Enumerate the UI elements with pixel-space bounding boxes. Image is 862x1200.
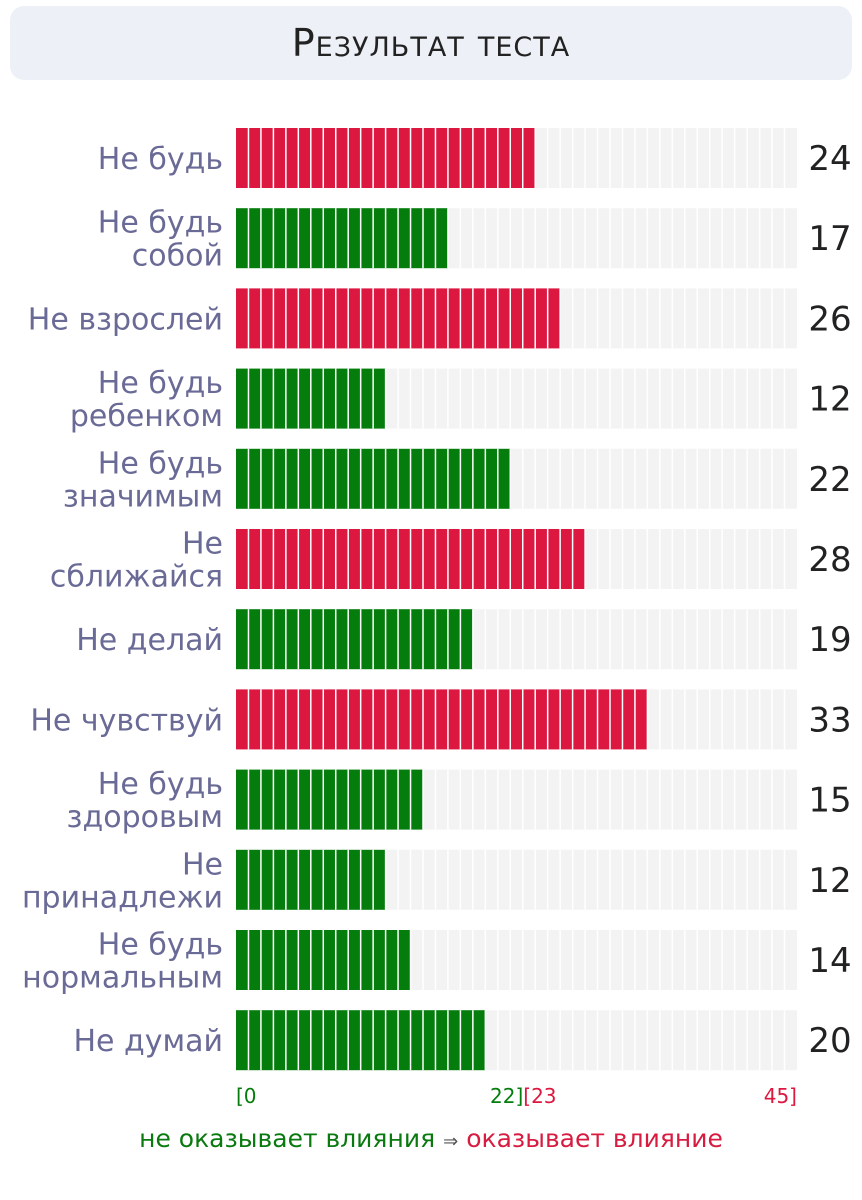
- value-label: 28: [808, 540, 851, 580]
- bar: [236, 609, 473, 670]
- value-label: 33: [808, 700, 851, 740]
- category-label: Не будь ребенком: [70, 366, 223, 434]
- scale-label: [23: [523, 1084, 556, 1108]
- legend: не оказывает влияния ⇒ оказывает влияние: [0, 1124, 862, 1153]
- value-label: 19: [808, 620, 851, 660]
- category-label: Не будь значимым: [63, 446, 223, 514]
- category-label: Не будь нормальным: [22, 928, 223, 996]
- bar: [236, 689, 648, 750]
- value-label: 24: [808, 139, 851, 179]
- scale-label: 22]: [490, 1084, 523, 1108]
- legend-arrow-icon: ⇒: [443, 1131, 459, 1152]
- bar: [236, 769, 423, 830]
- legend-influence: оказывает влияние: [466, 1124, 723, 1153]
- bar-chart: Не будь 24 Не будь собой 17 Не взрослей 26 Не б…: [22, 128, 852, 1108]
- category-label: Не принадлежи: [22, 847, 223, 915]
- page-title: Результат теста: [291, 21, 571, 65]
- scale-label: [0: [236, 1084, 257, 1108]
- category-label: Не взрослей: [28, 302, 223, 337]
- value-label: 12: [808, 861, 851, 901]
- legend-no-influence: не оказывает влияния: [139, 1124, 436, 1153]
- value-label: 22: [808, 460, 851, 500]
- category-label: Не чувствуй: [30, 703, 223, 738]
- value-label: 26: [808, 299, 851, 339]
- value-label: 14: [808, 941, 851, 981]
- scale-label: 45]: [764, 1084, 797, 1108]
- category-label: Не будь: [98, 142, 223, 177]
- category-label: Не делай: [76, 623, 223, 658]
- value-label: 15: [808, 781, 851, 821]
- value-label: 20: [808, 1021, 851, 1061]
- value-label: 12: [808, 380, 851, 420]
- category-label: Не будь здоровым: [67, 767, 223, 835]
- title-box: Результат теста: [10, 6, 852, 80]
- category-label: Не сближайся: [50, 527, 223, 595]
- category-label: Не думай: [73, 1024, 223, 1059]
- bar: [236, 208, 448, 269]
- value-label: 17: [808, 219, 851, 259]
- category-label: Не будь собой: [98, 206, 223, 274]
